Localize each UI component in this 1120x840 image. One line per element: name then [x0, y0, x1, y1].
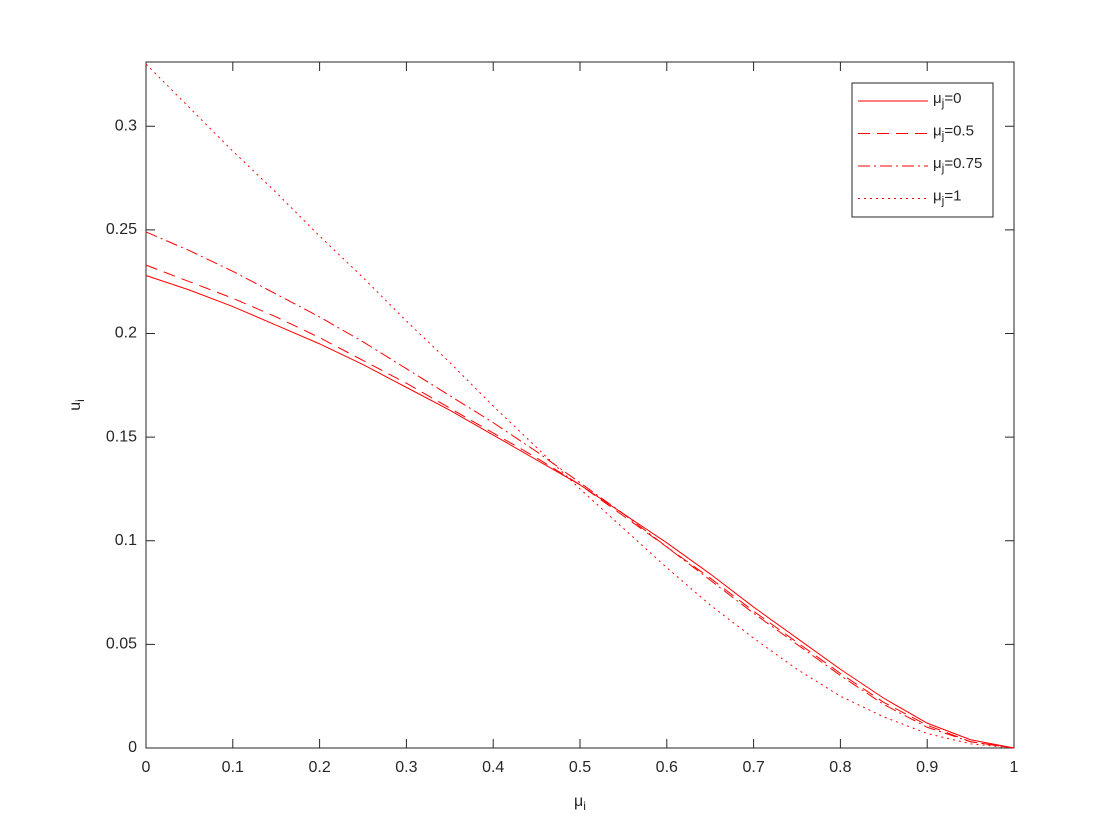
x-tick-label: 0.2	[308, 759, 330, 776]
x-tick-label: 0.7	[742, 759, 764, 776]
y-tick-label: 0.1	[115, 532, 137, 549]
y-tick-label: 0.15	[106, 428, 137, 445]
x-tick-label: 0.5	[569, 759, 591, 776]
x-axis-label: μi	[574, 793, 586, 813]
y-tick-label: 0	[128, 739, 137, 756]
y-tick-label: 0.2	[115, 325, 137, 342]
series-line	[145, 274, 1015, 749]
x-tick-label: 1	[1010, 759, 1019, 776]
y-tick-label: 0.05	[106, 636, 137, 653]
x-tick-label: 0.9	[916, 759, 938, 776]
x-tick-label: 0.4	[482, 759, 504, 776]
x-tick-label: 0.8	[829, 759, 851, 776]
series-line	[145, 63, 1015, 749]
y-tick-label: 0.3	[115, 117, 137, 134]
x-tick-label: 0.3	[395, 759, 417, 776]
x-tick-label: 0.6	[656, 759, 678, 776]
series-line	[145, 231, 1015, 749]
series-line	[145, 264, 1015, 749]
legend-label: μj=0.5	[933, 122, 974, 142]
legend-label: μj=0.75	[933, 155, 982, 175]
x-tick-label: 0	[142, 759, 151, 776]
legend-box	[851, 82, 994, 218]
y-axis-label: ui	[67, 399, 87, 411]
legend-label: μj=1	[933, 187, 961, 207]
legend-label: μj=0	[933, 90, 961, 110]
y-tick-label: 0.25	[106, 221, 137, 238]
x-tick-label: 0.1	[222, 759, 244, 776]
